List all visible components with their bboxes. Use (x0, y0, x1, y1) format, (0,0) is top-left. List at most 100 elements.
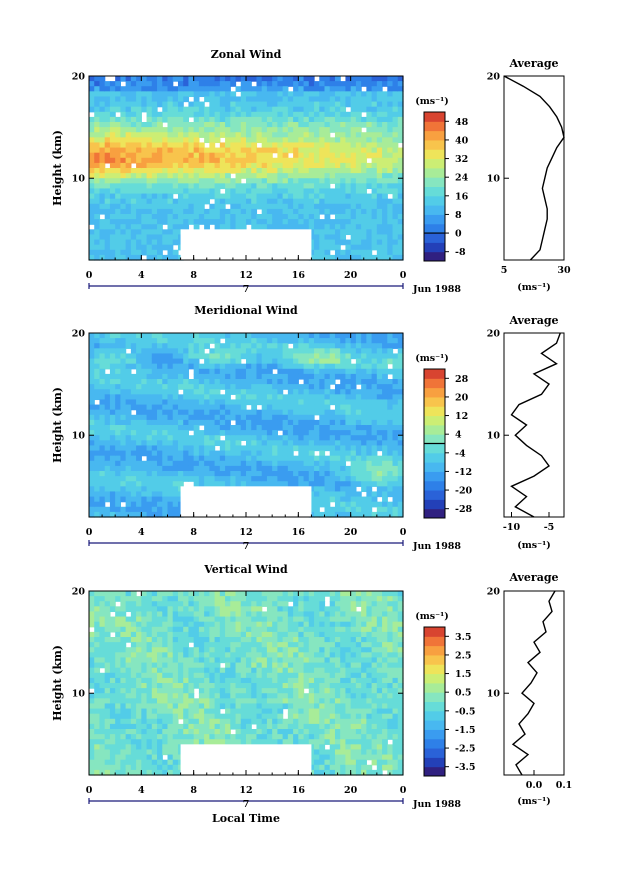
profile-y-tick-label: 20 (487, 329, 501, 340)
heatmap-cell (198, 734, 205, 740)
heatmap-cell (397, 208, 404, 215)
heatmap-cell (277, 101, 284, 108)
heatmap-cell (146, 368, 153, 375)
heatmap-cell (298, 81, 305, 87)
heatmap-cell (251, 96, 258, 103)
heatmap-cell (334, 86, 341, 92)
heatmap-cell (172, 672, 179, 679)
heatmap-cell (209, 101, 216, 108)
heatmap-cell (183, 96, 190, 103)
heatmap-cell (151, 224, 158, 230)
heatmap-cell (397, 239, 404, 246)
heatmap-cell (324, 460, 331, 467)
heatmap-cell (94, 764, 101, 771)
heatmap-cell (193, 683, 200, 689)
heatmap-cell (109, 106, 116, 113)
heatmap-cell (120, 188, 127, 195)
heatmap-cell (162, 491, 169, 498)
heatmap-cell (136, 425, 142, 431)
heatmap-cell (125, 101, 132, 108)
heatmap-cell (329, 208, 336, 215)
heatmap-cell (366, 430, 373, 436)
heatmap-cell (235, 101, 242, 108)
heatmap-cell (308, 338, 315, 344)
heatmap-cell (361, 168, 367, 174)
heatmap-cell (193, 183, 200, 190)
heatmap-cell (219, 688, 226, 694)
heatmap-cell (397, 399, 404, 406)
heatmap-cell (387, 208, 394, 215)
heatmap-cell (198, 729, 205, 735)
heatmap-cell (397, 373, 404, 380)
heatmap-cell (277, 384, 284, 390)
heatmap-cell (209, 445, 216, 452)
heatmap-cell (162, 389, 169, 395)
heatmap-cell (392, 219, 399, 225)
heatmap-cell (266, 188, 273, 195)
heatmap-cell (120, 219, 127, 225)
heatmap-cell (209, 476, 216, 482)
heatmap-cell (109, 440, 116, 447)
heatmap-cell (225, 460, 231, 467)
heatmap-cell (130, 764, 137, 771)
heatmap-cell (204, 662, 210, 669)
heatmap-cell (314, 460, 320, 467)
heatmap-cell (162, 132, 169, 138)
heatmap-cell (387, 214, 394, 220)
heatmap-cell (282, 111, 289, 118)
heatmap-cell (371, 122, 378, 128)
heatmap-cell (109, 198, 116, 205)
heatmap-cell (109, 693, 116, 699)
heatmap-cell (355, 425, 362, 431)
heatmap-cell (319, 203, 326, 210)
heatmap-cell (350, 506, 357, 513)
heatmap-cell (251, 338, 258, 344)
heatmap-cell (193, 601, 200, 607)
heatmap-cell (298, 188, 305, 195)
heatmap-cell (146, 616, 153, 623)
heatmap-cell (146, 229, 153, 236)
heatmap-cell (314, 430, 320, 436)
heatmap-cell (314, 384, 320, 390)
heatmap-cell (198, 404, 205, 411)
heatmap-cell (314, 116, 320, 123)
profile-title: Average (508, 57, 558, 70)
heatmap-cell (382, 122, 388, 128)
heatmap-cell (230, 450, 237, 457)
heatmap-cell (109, 343, 116, 349)
heatmap-cell (214, 183, 221, 190)
heatmap-cell (157, 637, 163, 643)
heatmap-cell (177, 384, 184, 390)
heatmap-cell (136, 106, 142, 113)
heatmap-cell (287, 122, 294, 128)
heatmap-cell (183, 91, 190, 98)
heatmap-cell (287, 465, 294, 472)
heatmap-cell (287, 404, 294, 411)
heatmap-cell (293, 96, 299, 103)
heatmap-cell (277, 440, 284, 447)
heatmap-cell (167, 476, 174, 482)
heatmap-cell (303, 460, 310, 467)
heatmap-cell (345, 86, 352, 92)
heatmap-cell (350, 419, 357, 426)
heatmap-cell (371, 111, 378, 118)
heatmap-cell (361, 152, 367, 159)
heatmap-cell (120, 111, 127, 118)
heatmap-cell (136, 254, 142, 261)
heatmap-cell (157, 718, 163, 725)
heatmap-cell (109, 224, 116, 230)
heatmap-cell (246, 106, 252, 113)
heatmap-cell (209, 394, 216, 401)
heatmap-cell (246, 193, 252, 200)
heatmap-cell (94, 106, 101, 113)
heatmap-cell (198, 101, 205, 108)
heatmap-cell (162, 358, 169, 365)
heatmap-cell (204, 637, 210, 643)
heatmap-cell (109, 652, 116, 659)
heatmap-cell (219, 178, 226, 184)
heatmap-cell (162, 481, 169, 487)
heatmap-cell (392, 229, 399, 236)
heatmap-cell (125, 718, 132, 725)
heatmap-cell (99, 435, 106, 441)
heatmap-cell (350, 394, 357, 401)
